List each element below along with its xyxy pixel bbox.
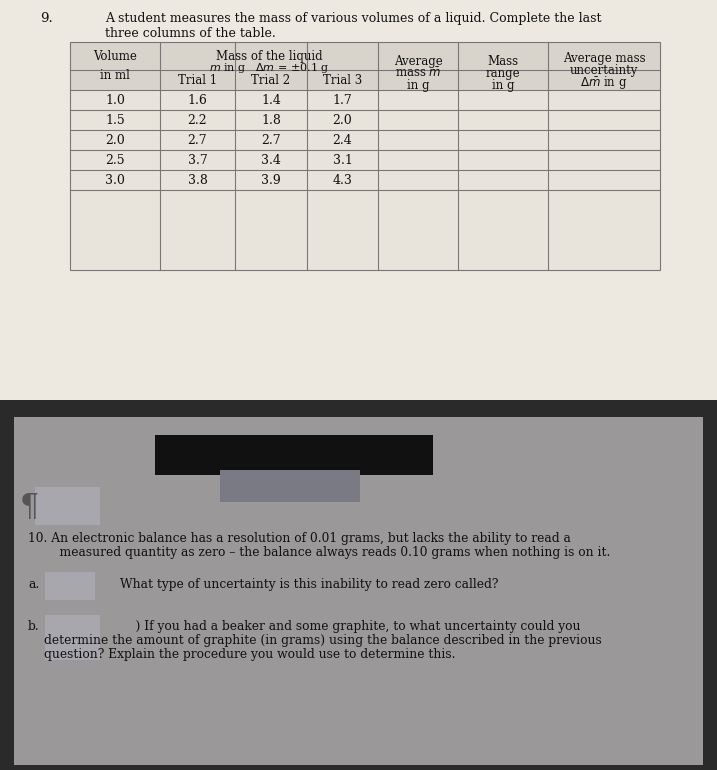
Bar [35, 487, 100, 525]
Text: 3.7: 3.7 [188, 154, 207, 166]
Bar [70, 42, 660, 270]
Text: A student measures the mass of various volumes of a liquid. Complete the last: A student measures the mass of various v… [105, 12, 602, 25]
Text: Mass: Mass [488, 55, 518, 68]
Bar [70, 42, 660, 270]
Bar [45, 572, 95, 600]
Text: 1.0: 1.0 [105, 94, 125, 106]
Text: $m$ in g   $\Delta m$ = ±0.1 g: $m$ in g $\Delta m$ = ±0.1 g [209, 61, 329, 75]
Text: Average mass: Average mass [563, 52, 645, 65]
Text: 1.4: 1.4 [261, 94, 281, 106]
Text: What type of uncertainty is this inability to read zero called?: What type of uncertainty is this inabili… [120, 578, 498, 591]
Text: 4.3: 4.3 [333, 174, 353, 186]
Text: 1.5: 1.5 [105, 114, 125, 126]
Text: a.: a. [28, 578, 39, 591]
Bar [45, 615, 100, 660]
Text: Trial 2: Trial 2 [252, 74, 290, 86]
Text: 3.1: 3.1 [333, 154, 353, 166]
Text: uncertainty: uncertainty [570, 64, 638, 76]
Text: 3.4: 3.4 [261, 154, 281, 166]
Text: Trial 1: Trial 1 [178, 74, 217, 86]
Text: 3.8: 3.8 [188, 174, 207, 186]
Text: 2.7: 2.7 [188, 134, 207, 146]
Text: b.: b. [28, 620, 39, 633]
Text: three columns of the table.: three columns of the table. [105, 27, 276, 40]
Text: Trial 3: Trial 3 [323, 74, 362, 86]
Text: in g: in g [492, 79, 514, 92]
Text: 2.0: 2.0 [105, 134, 125, 146]
Bar [155, 435, 433, 475]
Text: 2.2: 2.2 [188, 114, 207, 126]
Text: determine the amount of graphite (in grams) using the balance described in the p: determine the amount of graphite (in gra… [44, 634, 602, 647]
Text: measured quantity as zero – the balance always reads 0.10 grams when nothing is : measured quantity as zero – the balance … [44, 546, 610, 559]
Text: 1.7: 1.7 [333, 94, 352, 106]
Text: range: range [485, 66, 521, 79]
Text: 9.: 9. [40, 12, 53, 25]
Text: in g: in g [407, 79, 429, 92]
Text: 3.9: 3.9 [261, 174, 281, 186]
Text: Volume
in ml: Volume in ml [93, 50, 137, 82]
Text: 1.6: 1.6 [188, 94, 207, 106]
Text: 2.7: 2.7 [261, 134, 281, 146]
Text: 1.8: 1.8 [261, 114, 281, 126]
Text: ¶: ¶ [20, 492, 39, 524]
Text: ) If you had a beaker and some graphite, to what uncertainty could you: ) If you had a beaker and some graphite,… [120, 620, 581, 633]
Text: 3.0: 3.0 [105, 174, 125, 186]
Text: Mass of the liquid: Mass of the liquid [216, 49, 323, 62]
Bar [220, 470, 360, 502]
Text: 10. An electronic balance has a resolution of 0.01 grams, but lacks the ability : 10. An electronic balance has a resoluti… [28, 532, 571, 545]
Text: Average: Average [394, 55, 442, 68]
Text: 2.0: 2.0 [333, 114, 352, 126]
Text: mass $\bar{m}$: mass $\bar{m}$ [395, 66, 441, 80]
Text: $\Delta\bar{m}$ in g: $\Delta\bar{m}$ in g [580, 74, 627, 91]
Text: 2.4: 2.4 [333, 134, 352, 146]
Text: question? Explain the procedure you would use to determine this.: question? Explain the procedure you woul… [44, 648, 455, 661]
Text: 2.5: 2.5 [105, 154, 125, 166]
Bar [70, 42, 660, 90]
